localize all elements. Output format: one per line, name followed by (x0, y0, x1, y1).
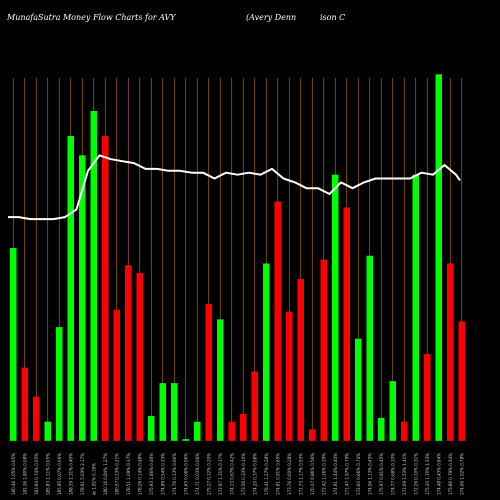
x-tick-label: 174.13 0.67% 0.42% (229, 453, 234, 495)
x-tick-label: 172.60 0.66% 0.74% (356, 453, 361, 495)
x-tick-label: 172.09 1.53% 1.41% (402, 453, 407, 495)
x-tick-label: 174.91 1.44% 0.44% (333, 453, 338, 495)
bar-27 (309, 429, 316, 441)
x-tick-label: 174.20 0.37% 0.08% (252, 453, 257, 495)
x-tick-label: 174.77 0.68% 0.10% (390, 453, 395, 495)
x-tick-label: at 1.81% 0.16% (91, 463, 96, 495)
bar-33 (378, 417, 385, 441)
bar-1 (10, 248, 17, 441)
x-tick-label: 175.27 0.32% 0.20% (206, 453, 211, 495)
chart-subtitle-part-1: (Avery Denn (246, 13, 296, 22)
bar-10 (113, 309, 120, 441)
x-tick-label: 175.93 1.66% 0.46% (149, 453, 154, 495)
chart-subtitle-part-2: ison C (320, 13, 345, 22)
bar-22 (251, 371, 258, 441)
bar-16 (182, 439, 189, 441)
bar-17 (194, 421, 201, 441)
x-tick-label: 175.97 0.81% 0.45% (379, 453, 384, 495)
bar-13 (148, 415, 155, 441)
bar-9 (102, 136, 109, 441)
x-tick-label: 174.06 1.02% 0.78% (459, 453, 464, 495)
x-tick-label: 185.83 1.11% 0.05% (45, 453, 50, 495)
bar-32 (366, 255, 373, 441)
bar-23 (263, 263, 270, 441)
x-tick-label: 171.73 1.17% 0.53% (298, 453, 303, 495)
x-tick-label: 176.41 1.27% 0.28% (264, 453, 269, 495)
x-tick-label: 178.91 5.03% 2.17% (80, 453, 85, 495)
bar-34 (389, 381, 396, 441)
bar-series (10, 74, 465, 442)
x-tick-label: 182.36 1.80% 0.08% (22, 453, 27, 495)
x-tick-label: 170.27 0.86% 0.56% (310, 453, 315, 495)
x-tick-label: 188.39 1.31% 0.40% (68, 453, 73, 495)
bar-5 (56, 327, 63, 441)
bar-11 (125, 265, 132, 441)
bar-21 (240, 413, 247, 441)
bar-36 (412, 174, 419, 441)
x-tick-label: 175.86 0.79% 0.34% (448, 453, 453, 495)
x-tick-label: 178.51 1.09% 0.37% (126, 453, 131, 495)
bar-18 (205, 303, 212, 441)
bar-40 (458, 321, 465, 441)
bar-29 (332, 174, 339, 441)
x-tick-label: 172.26 0.10% 0.31% (413, 453, 418, 495)
x-tick-label: 180.16 0.84% 1.27% (103, 453, 108, 495)
bar-15 (171, 383, 178, 441)
bar-8 (90, 110, 97, 441)
bar-4 (44, 421, 51, 441)
bar-20 (228, 421, 235, 441)
bar-28 (320, 259, 327, 441)
x-tick-label: 180.57 0.23% 0.21% (114, 453, 119, 495)
bar-35 (401, 421, 408, 441)
x-tick-label: 174.81 0.91% 0.65% (275, 453, 280, 495)
bar-30 (343, 207, 350, 441)
bar-39 (447, 263, 454, 441)
x-tick-label: 174.71 0.03% 0.06% (195, 453, 200, 495)
bar-37 (424, 354, 431, 441)
bar-7 (79, 155, 86, 442)
x-tick-label: 172.42 1.26% 0.39% (321, 453, 326, 495)
x-tick-label: 185.95 0.07% 0.06% (57, 453, 62, 495)
bar-14 (159, 383, 166, 441)
bar-6 (67, 136, 74, 441)
x-tick-label: 172.97 1.31% 0.37% (218, 453, 223, 495)
x-tick-label: 174.65 0.06% 0.06% (183, 453, 188, 495)
x-tick-label: 174.99 0.54% 0.33% (160, 453, 165, 495)
x-tick-labels: 180.46 1.05% 0.05% 182.36 1.80% 0.08% 183.… (11, 453, 465, 495)
x-tick-label: 171.47 1.97% 0.79% (344, 453, 349, 495)
x-tick-label: 173.76 0.60% 0.28% (287, 453, 292, 495)
chart-title: MunafaSutra Money Flow Charts for AVY (6, 13, 176, 22)
x-tick-label: 183.94 0.74% 0.05% (34, 453, 39, 495)
bar-2 (21, 367, 28, 441)
x-tick-label: 174.56 1.13% 0.45% (367, 453, 372, 495)
x-tick-label: 174.76 0.13% 0.06% (172, 453, 177, 495)
bar-25 (286, 311, 293, 441)
x-tick-label: 174.48 0.43% 0.84% (436, 453, 441, 495)
money-flow-line (8, 154, 461, 221)
x-tick-label: 180.46 1.05% 0.05% (11, 453, 16, 495)
bar-19 (217, 319, 224, 441)
bar-24 (274, 201, 281, 441)
x-tick-label: 175.20 1.70% 1.33% (425, 453, 430, 495)
x-tick-label: 173.56 0.33% 0.10% (241, 453, 246, 495)
bar-38 (435, 74, 442, 442)
bar-31 (355, 338, 362, 441)
bar-26 (297, 278, 304, 441)
bar-3 (33, 396, 40, 441)
x-tick-label: 178.26 0.14% 0.48% (137, 453, 142, 495)
bar-12 (136, 273, 143, 441)
